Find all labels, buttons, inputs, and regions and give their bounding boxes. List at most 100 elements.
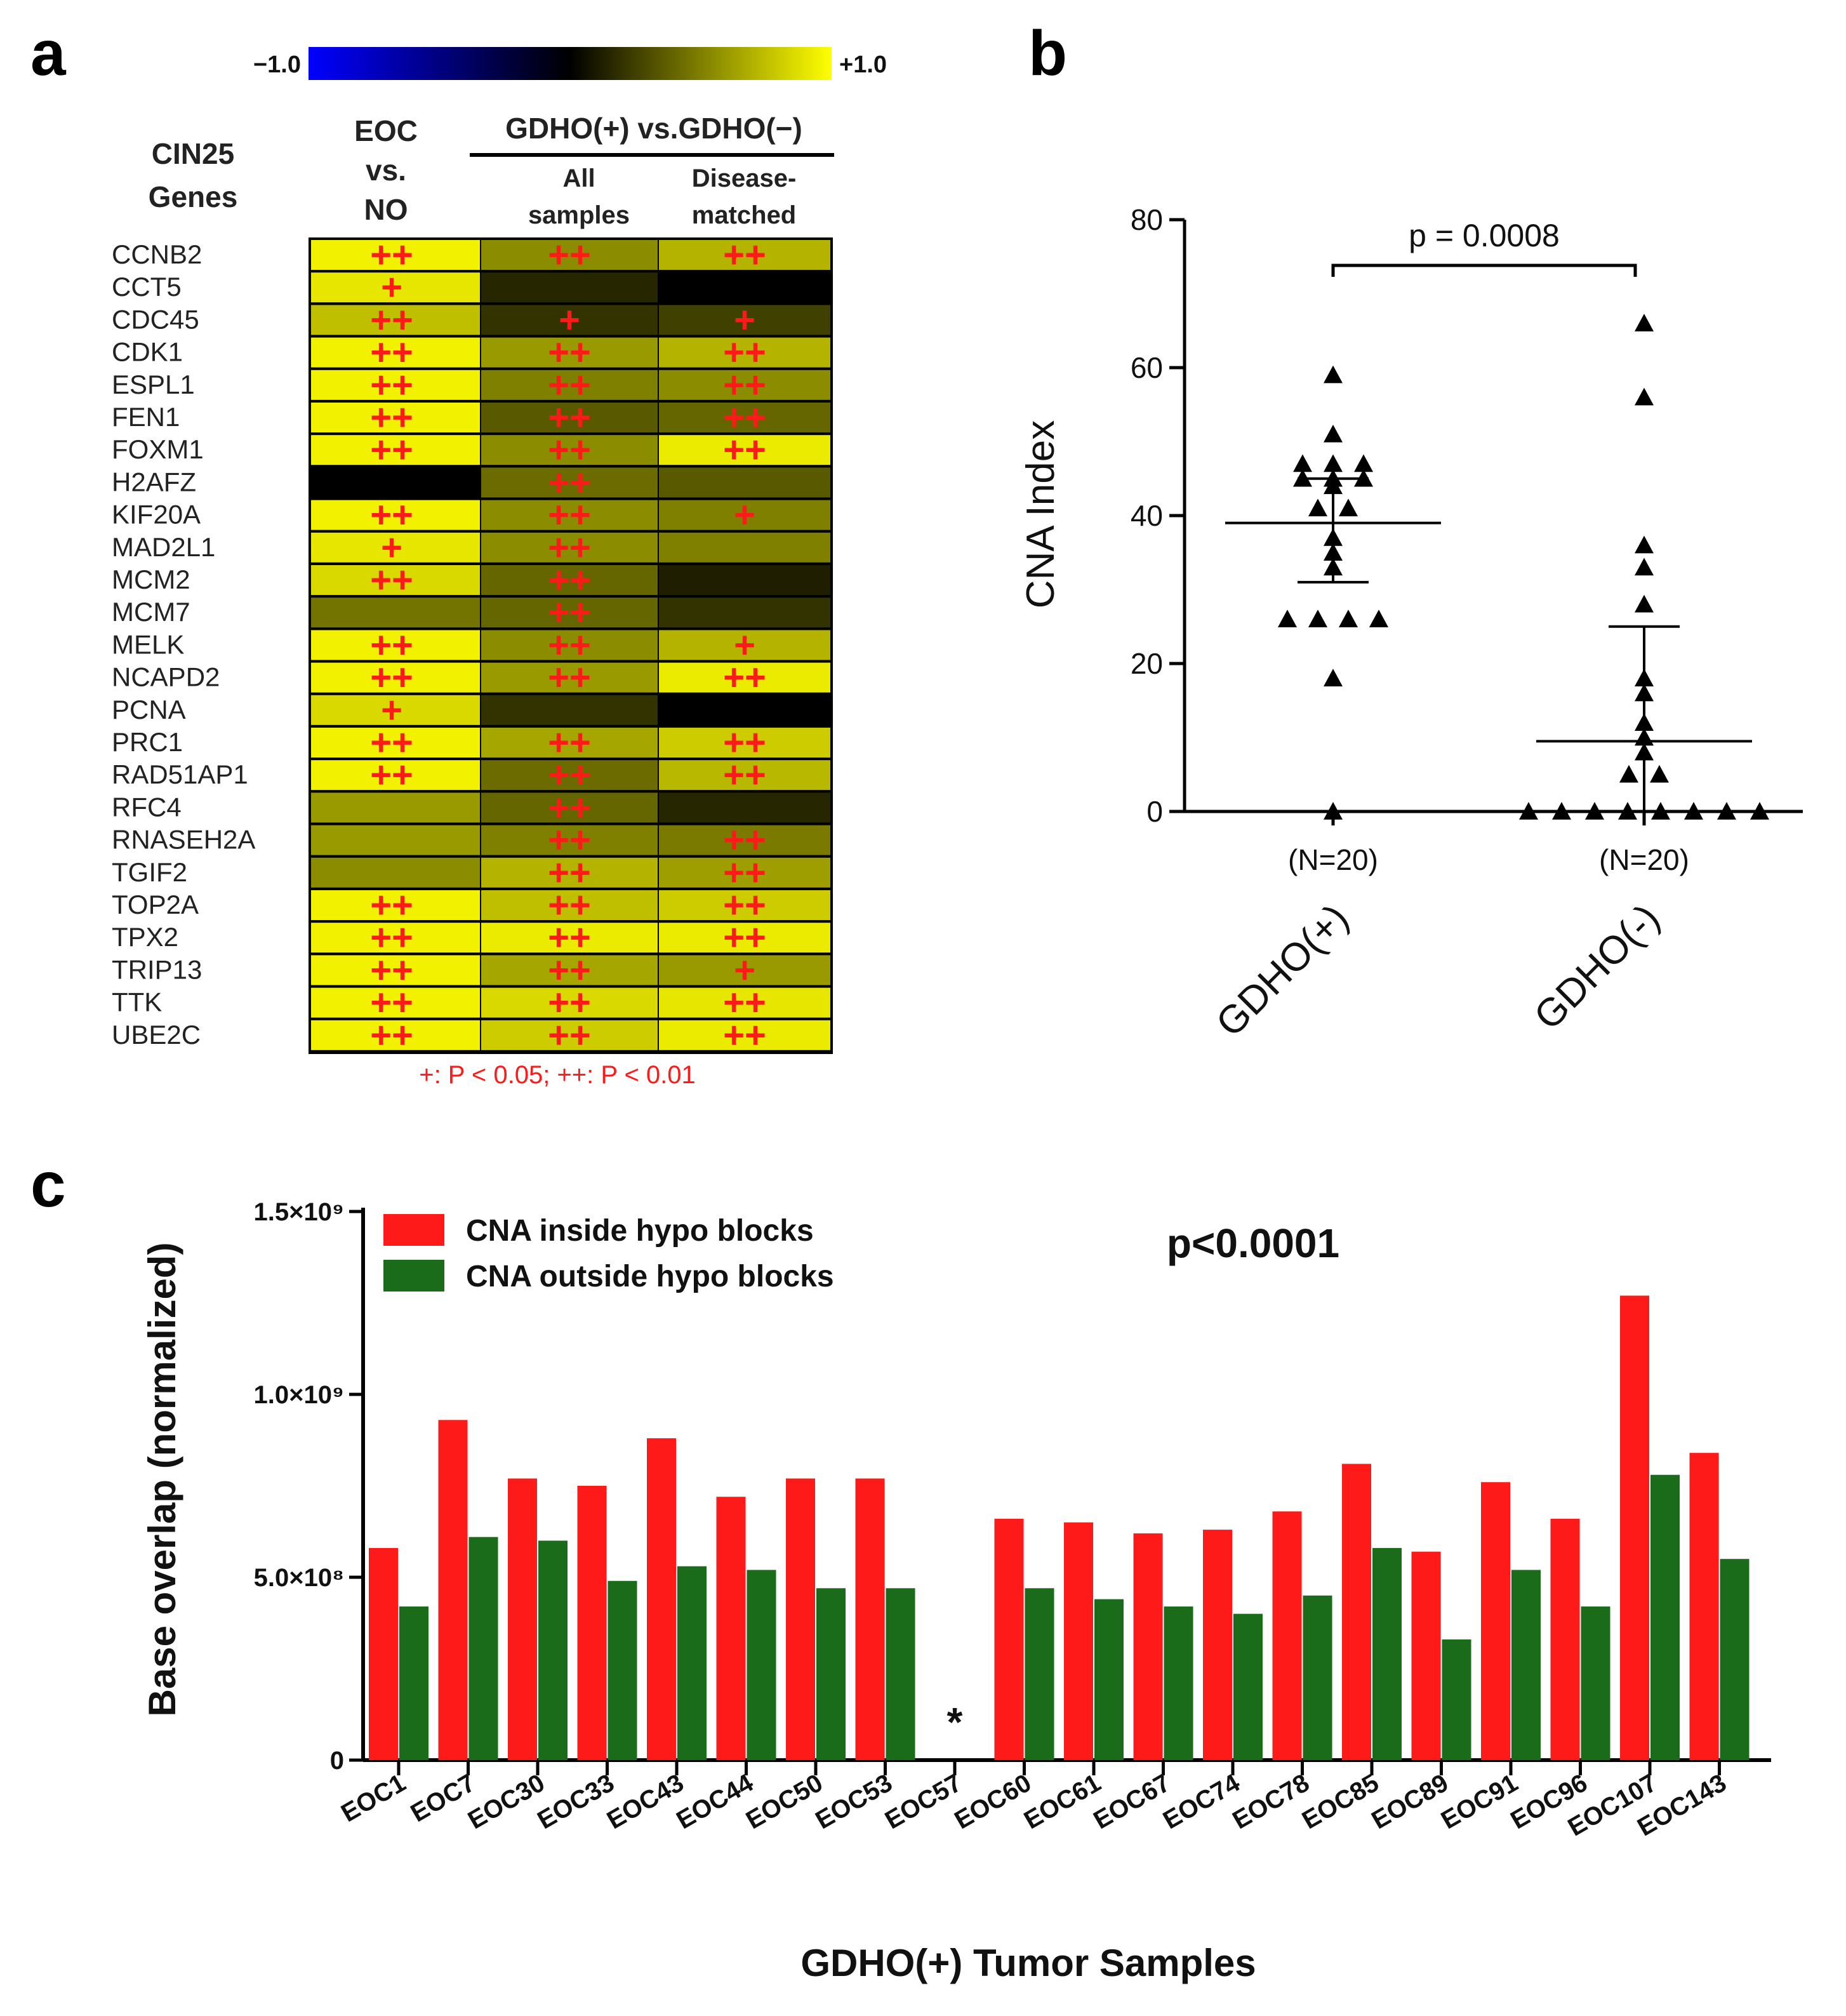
heatmap-cell <box>481 1020 658 1050</box>
bar-outside <box>1511 1570 1541 1760</box>
col-header-eoc-line-1: EOC <box>354 114 418 147</box>
scatter-point <box>1369 610 1388 627</box>
bar-outside <box>1442 1639 1471 1760</box>
scatter-point <box>1635 535 1654 554</box>
col-header-eoc-line-3: NO <box>364 193 408 226</box>
row-header-line-1: CIN25 <box>152 137 234 170</box>
bar-inside <box>508 1478 537 1760</box>
significance-mark: ++ <box>723 364 766 406</box>
significance-mark: + <box>381 267 402 308</box>
significance-mark: ++ <box>370 495 413 536</box>
panel-c-x-tick-label: EOC44 <box>672 1768 758 1834</box>
scatter-point <box>1324 424 1343 443</box>
panel-c-x-tick-label: EOC91 <box>1437 1769 1523 1835</box>
gene-label: CDC45 <box>112 304 199 334</box>
scatter-point <box>1324 365 1343 384</box>
heatmap-cell <box>659 760 830 791</box>
significance-mark: ++ <box>723 657 766 698</box>
significance-mark: ++ <box>548 949 591 991</box>
significance-mark: ++ <box>548 852 591 893</box>
panel-c-x-tick-label: EOC33 <box>533 1769 619 1835</box>
scatter-point <box>1354 454 1373 472</box>
heatmap-cell <box>659 435 830 465</box>
scatter-point <box>1308 498 1327 517</box>
heatmap-cell <box>311 825 480 855</box>
panel-b-y-axis-title: CNA Index <box>1019 420 1063 608</box>
significance-mark: ++ <box>548 234 591 276</box>
bar-outside <box>1650 1474 1680 1760</box>
heatmap-cell <box>481 630 658 660</box>
scatter-point <box>1339 498 1358 517</box>
significance-mark: ++ <box>548 592 591 633</box>
significance-mark: ++ <box>548 559 591 601</box>
panel-c-x-tick-label: EOC74 <box>1159 1768 1245 1834</box>
panel-c-x-tick-label: EOC57 <box>880 1769 967 1835</box>
heatmap-cell <box>311 565 480 595</box>
heatmap-cell <box>659 403 830 432</box>
bar-outside <box>1720 1559 1750 1760</box>
panel-letter-a: a <box>30 18 67 89</box>
significance-mark: ++ <box>548 820 591 861</box>
panel-c-x-tick-label: EOC85 <box>1298 1769 1384 1835</box>
bar-inside <box>786 1478 815 1760</box>
panel-letter-c: c <box>30 1149 66 1220</box>
bar-inside <box>647 1438 676 1760</box>
significance-mark: ++ <box>723 885 766 926</box>
significance-mark: ++ <box>548 885 591 926</box>
gene-label: TGIF2 <box>112 857 187 887</box>
gene-label: ESPL1 <box>112 370 195 399</box>
heatmap-cell <box>311 923 480 953</box>
scatter-point <box>1308 610 1327 627</box>
heatmap-cell <box>659 662 830 693</box>
panel-a-heatmap: −1.0 +1.0 CIN25 Genes GDHO(+) vs.GDHO(−)… <box>112 47 887 1089</box>
scatter-point <box>1552 802 1571 820</box>
bar-inside <box>577 1486 607 1760</box>
significance-mark: ++ <box>370 299 413 340</box>
gene-label: TPX2 <box>112 922 178 952</box>
panel-c-x-tick-label: EOC78 <box>1228 1769 1314 1835</box>
heatmap-cell <box>481 565 658 595</box>
heatmap-cell <box>659 337 830 368</box>
scatter-point <box>1585 802 1604 820</box>
significance-mark: ++ <box>723 917 766 958</box>
gene-label: CCNB2 <box>112 239 202 269</box>
heatmap-cell <box>659 987 830 1018</box>
significance-mark: + <box>734 299 755 340</box>
heatmap-cell <box>659 1020 830 1050</box>
gene-label: KIF20A <box>112 500 201 530</box>
heatmap-cell <box>311 630 480 660</box>
bar-inside <box>1064 1522 1093 1760</box>
panel-c-y-tick-label: 1.5×10⁹ <box>254 1198 344 1226</box>
bar-inside <box>1272 1511 1302 1760</box>
scatter-point <box>1619 764 1638 783</box>
bar-outside <box>1025 1588 1054 1760</box>
significance-mark: ++ <box>548 657 591 698</box>
gene-label: CDK1 <box>112 337 183 367</box>
significance-mark: ++ <box>370 429 413 471</box>
group-1-n-label: (N=20) <box>1288 843 1378 876</box>
heatmap-cell <box>311 240 480 270</box>
significance-mark: + <box>734 949 755 991</box>
bar-inside <box>1481 1482 1510 1760</box>
panel-c-y-axis-title: Base overlap (normalized) <box>141 1243 183 1717</box>
significance-mark: ++ <box>370 559 413 601</box>
bar-outside <box>1233 1613 1263 1760</box>
heatmap-cell <box>481 987 658 1018</box>
panel-c-bar-chart: Base overlap (normalized) GDHO(+) Tumor … <box>141 1198 1771 1984</box>
bar-outside <box>1094 1599 1124 1760</box>
significance-mark: ++ <box>723 722 766 763</box>
gene-label: MAD2L1 <box>112 532 215 562</box>
panel-c-x-tick-label: EOC43 <box>602 1769 689 1835</box>
heatmap-cell <box>659 728 830 758</box>
heatmap-cell <box>659 500 830 530</box>
panel-c-y-tick-label: 0 <box>330 1747 344 1775</box>
gene-label: PCNA <box>112 695 186 724</box>
bar-outside <box>1581 1606 1610 1760</box>
significance-mark: ++ <box>370 624 413 665</box>
gene-label: FOXM1 <box>112 434 204 464</box>
p-value-annotation: p = 0.0008 <box>1409 218 1560 253</box>
heatmap-cell <box>659 565 830 595</box>
bar-outside <box>816 1588 846 1760</box>
heatmap-cell <box>659 240 830 270</box>
bar-outside <box>399 1606 428 1760</box>
